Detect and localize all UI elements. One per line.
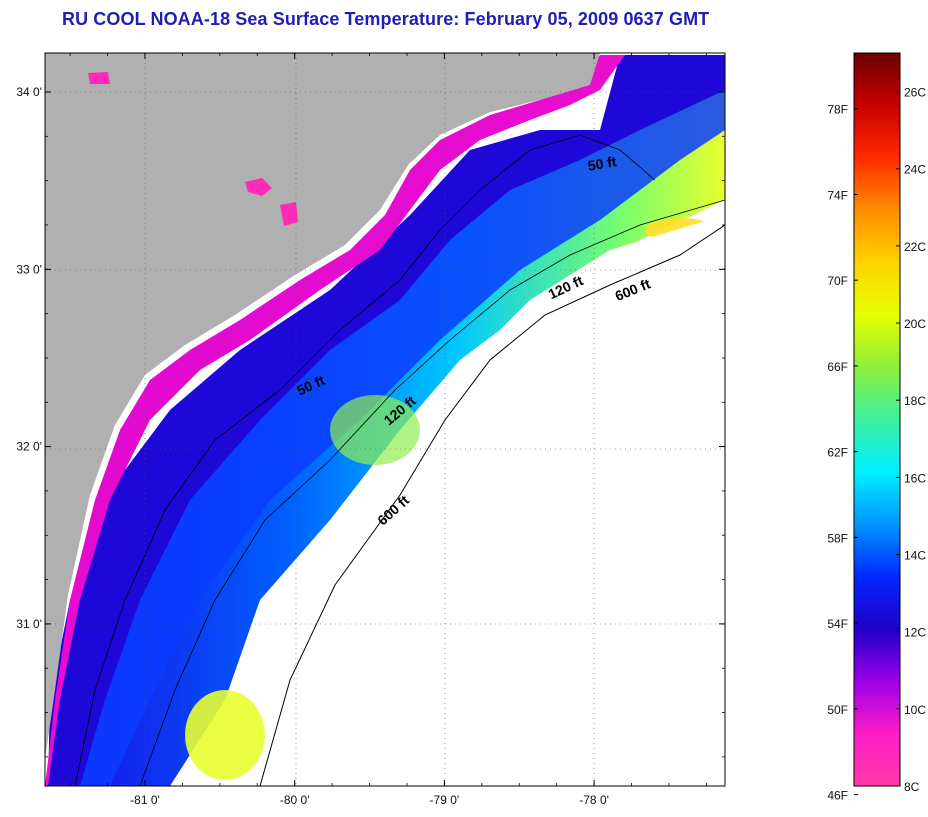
contour-50ft [74,134,656,786]
colorbar-f-label: 46F [827,789,848,803]
sst-mid-shelf-band [55,55,725,786]
colorbar-f-label: 54F [827,617,848,631]
contour-120ft [139,199,725,786]
colorbar-fahrenheit-labels: 78F 74F 70F 66F 62F 58F 54F 50F 46F [827,103,858,803]
map-grid [45,53,725,786]
lon-tick-label: -80 0' [280,793,310,807]
lat-tick-label: 34 0' [16,85,42,99]
colorbar-c-label: 18C [904,394,926,408]
colorbar-c-label: 22C [904,240,926,254]
colorbar-celsius-labels: 26C 24C 22C 20C 18C 16C 14C 12C 10C 8C [896,86,926,794]
map-title: RU COOL NOAA-18 Sea Surface Temperature:… [62,9,710,29]
colorbar: 78F 74F 70F 66F 62F 58F 54F 50F 46F 26C 24C 22C 20C… [827,52,926,803]
inland-lake-1 [245,178,272,196]
colorbar-gradient [853,52,901,787]
colorbar-c-label: 16C [904,471,926,485]
warm-patch-south [185,690,265,780]
inland-lake-3 [88,72,110,84]
colorbar-c-label: 8C [904,780,920,794]
sst-cold-nearshore-band [48,55,725,786]
lon-tick-label: -79 0' [430,793,460,807]
lon-tick-label: -78 0' [579,793,609,807]
colorbar-f-label: 74F [827,188,848,202]
inland-lake-2 [280,202,298,226]
contour-label-50ft-north: 50 ft [587,153,618,174]
colorbar-c-label: 14C [904,549,926,563]
no-data-offshore [255,215,725,786]
colorbar-f-label: 62F [827,446,848,460]
colorbar-c-label: 20C [904,317,926,331]
land-mass [45,53,600,760]
lat-tick-label: 32 0' [16,440,42,454]
colorbar-f-label: 50F [827,703,848,717]
colorbar-c-label: 12C [904,626,926,640]
colorbar-c-label: 24C [904,163,926,177]
warm-patch-mid [330,395,420,465]
latitude-axis: 34 0' 33 0' 32 0' 31 0' [16,85,725,758]
longitude-axis: -81 0' -80 0' -79 0' -78 0' [69,53,707,807]
colorbar-c-label: 10C [904,703,926,717]
lat-tick-label: 33 0' [16,262,42,276]
lat-tick-label: 31 0' [16,617,42,631]
colorbar-f-label: 70F [827,274,848,288]
colorbar-c-label: 26C [904,86,926,100]
colorbar-f-label: 58F [827,531,848,545]
colorbar-f-label: 78F [827,103,848,117]
colorbar-f-label: 66F [827,360,848,374]
lon-tick-label: -81 0' [130,793,160,807]
